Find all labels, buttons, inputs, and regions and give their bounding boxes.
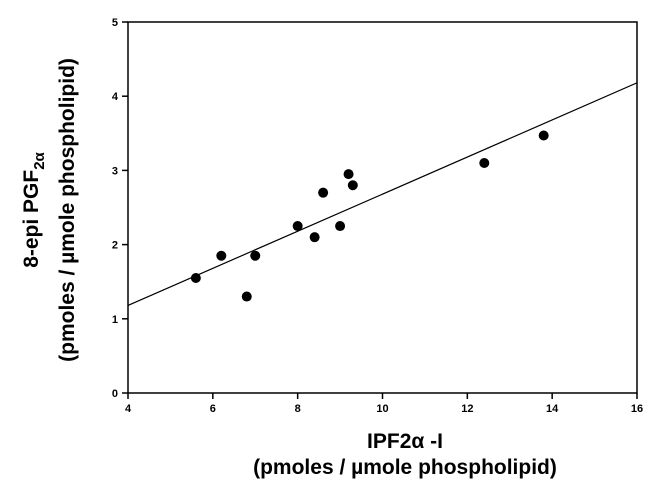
x-tick-label: 16 — [631, 403, 643, 415]
y-tick-label: 4 — [112, 91, 119, 103]
y-axis-title-line1: 8-epi PGF2α — [20, 151, 48, 267]
data-point — [241, 291, 252, 302]
plot-frame — [127, 21, 638, 394]
data-point — [318, 187, 329, 198]
x-tick-label: 6 — [210, 403, 216, 415]
data-point — [216, 250, 227, 261]
data-point — [250, 250, 261, 261]
y-axis-title-subscript: 2α — [31, 151, 48, 169]
x-tick-label: 4 — [125, 403, 132, 415]
fit-line-group — [127, 82, 638, 306]
data-point — [343, 169, 354, 180]
y-tick-label: 5 — [112, 17, 118, 29]
data-point — [292, 221, 303, 232]
y-axis-title-line2: (pmoles / µmole phospholipid) — [56, 58, 79, 362]
y-tick-label: 2 — [112, 240, 118, 252]
data-point — [347, 180, 358, 191]
y-tick-label: 1 — [112, 314, 118, 326]
x-axis-title-line2: (pmoles / µmole phospholipid) — [253, 456, 557, 479]
x-tick-label: 14 — [546, 403, 559, 415]
data-point — [335, 221, 346, 232]
y-axis-title-main: 8-epi PGF — [20, 170, 43, 268]
x-axis-title-line1: IPF2α -I — [367, 430, 443, 453]
y-tick-label: 0 — [112, 388, 118, 400]
data-point — [538, 130, 549, 141]
data-point — [190, 272, 201, 283]
x-tick-label: 10 — [376, 403, 388, 415]
data-points — [190, 130, 549, 302]
x-tick-label: 12 — [461, 403, 473, 415]
x-tick-label: 8 — [295, 403, 301, 415]
axes — [127, 21, 638, 394]
y-tick-label: 3 — [112, 165, 118, 177]
data-point — [479, 157, 490, 168]
regression-line — [127, 82, 638, 306]
data-point — [309, 232, 320, 243]
